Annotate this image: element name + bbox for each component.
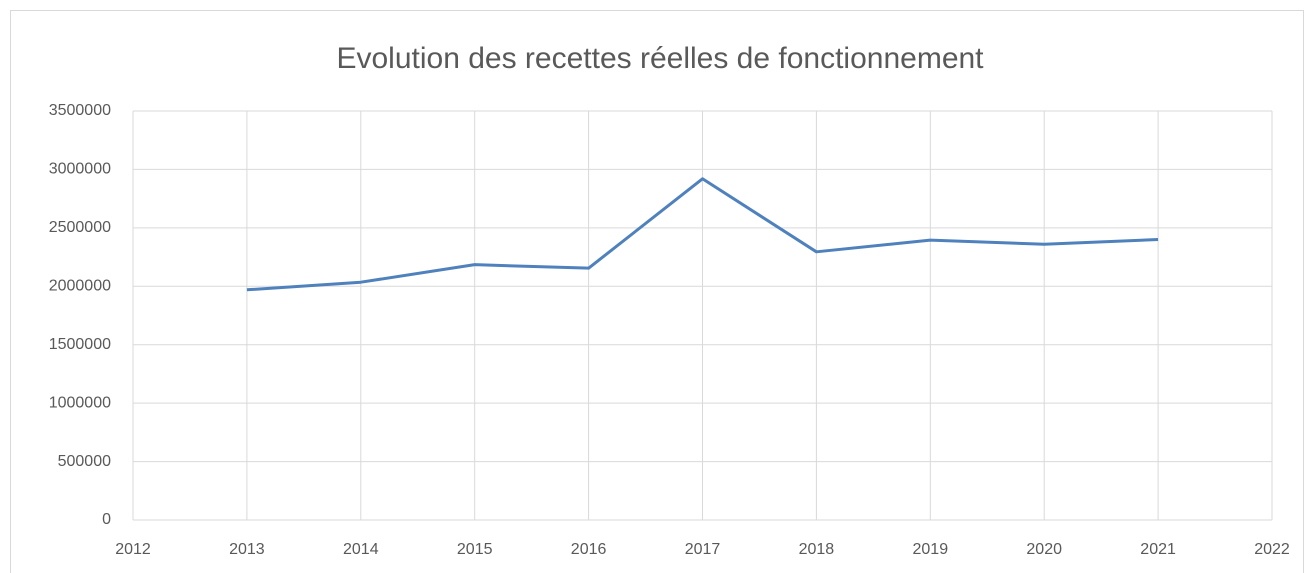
x-tick-label: 2022 <box>1254 541 1290 558</box>
x-tick-label: 2017 <box>685 541 721 558</box>
x-tick-label: 2014 <box>343 541 379 558</box>
y-tick-label: 2500000 <box>49 219 111 236</box>
y-tick-label: 0 <box>102 511 111 528</box>
y-tick-label: 2000000 <box>49 278 111 295</box>
x-tick-label: 2018 <box>799 541 835 558</box>
x-tick-label: 2021 <box>1140 541 1176 558</box>
y-tick-label: 1500000 <box>49 336 111 353</box>
y-tick-label: 3000000 <box>49 161 111 178</box>
y-tick-label: 500000 <box>58 453 111 470</box>
y-tick-label: 3500000 <box>49 102 111 119</box>
x-tick-label: 2013 <box>229 541 265 558</box>
x-tick-label: 2020 <box>1026 541 1062 558</box>
x-tick-label: 2012 <box>115 541 151 558</box>
y-tick-label: 1000000 <box>49 394 111 411</box>
x-tick-label: 2016 <box>571 541 607 558</box>
chart-border <box>10 10 1304 573</box>
x-tick-label: 2015 <box>457 541 493 558</box>
x-tick-label: 2019 <box>913 541 949 558</box>
chart-title: Evolution des recettes réelles de foncti… <box>336 42 984 75</box>
line <box>246 177 1159 292</box>
